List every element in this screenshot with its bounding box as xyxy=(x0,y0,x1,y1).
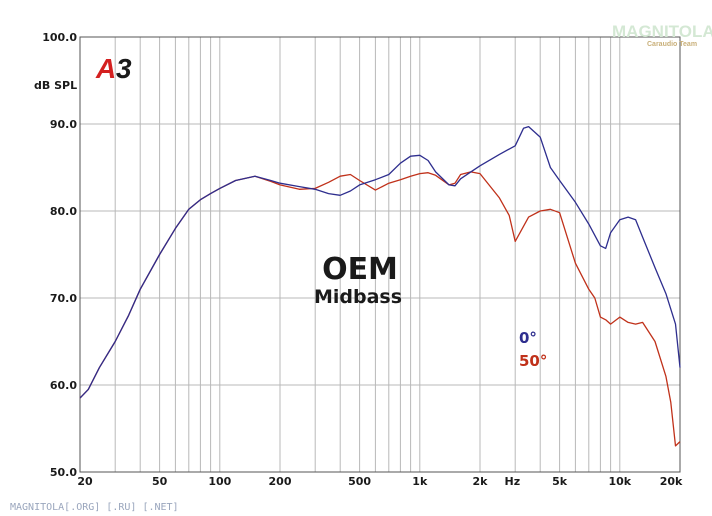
y-tick-label: 50.0 xyxy=(50,466,77,479)
brand-logo: MAGNITOLA Caraudio Team xyxy=(612,22,712,48)
site-watermark: MAGNITOLA[.ORG] [.RU] [.NET] xyxy=(10,502,179,513)
y-tick-label: 60.0 xyxy=(50,379,77,392)
series-line-0deg xyxy=(79,125,681,399)
x-tick-label: 500 xyxy=(348,475,371,488)
y-axis-label: dB SPL xyxy=(34,79,77,92)
x-tick-label: Hz xyxy=(504,475,520,488)
a3-logo-letter-a: A xyxy=(95,53,116,84)
y-tick-label: 90.0 xyxy=(50,118,77,131)
legend-series-0: 0° xyxy=(519,329,537,347)
x-tick-label: 100 xyxy=(208,475,231,488)
y-tick-label: 100.0 xyxy=(42,31,77,44)
x-tick-label: 5k xyxy=(552,475,568,488)
grid xyxy=(79,36,681,473)
x-tick-label: 10k xyxy=(608,475,631,488)
x-tick-label: 200 xyxy=(269,475,292,488)
brand-subtitle: Caraudio Team xyxy=(647,41,697,48)
chart-subtitle: Midbass xyxy=(314,286,402,308)
y-tick-label: 70.0 xyxy=(50,292,77,305)
x-tick-labels: 20 50 100 200 500 1k 2k Hz 5k 10k 20k xyxy=(77,475,683,488)
a3-logo: A 3 xyxy=(95,53,132,84)
y-tick-labels: 100.0 90.0 80.0 70.0 60.0 50.0 xyxy=(42,31,77,479)
series-line-50deg xyxy=(79,171,681,447)
x-tick-label: 1k xyxy=(412,475,428,488)
x-tick-label: 2k xyxy=(473,475,489,488)
x-tick-label: 20k xyxy=(660,475,683,488)
plot-frame xyxy=(79,36,681,473)
chart-title: OEM xyxy=(322,252,398,287)
x-tick-label: 50 xyxy=(152,475,168,488)
brand-name: MAGNITOLA xyxy=(612,22,712,41)
a3-logo-digit: 3 xyxy=(116,53,132,84)
x-tick-label: 20 xyxy=(77,475,93,488)
legend-series-50: 50° xyxy=(519,352,547,370)
series-lines xyxy=(79,125,681,447)
y-tick-label: 80.0 xyxy=(50,205,77,218)
